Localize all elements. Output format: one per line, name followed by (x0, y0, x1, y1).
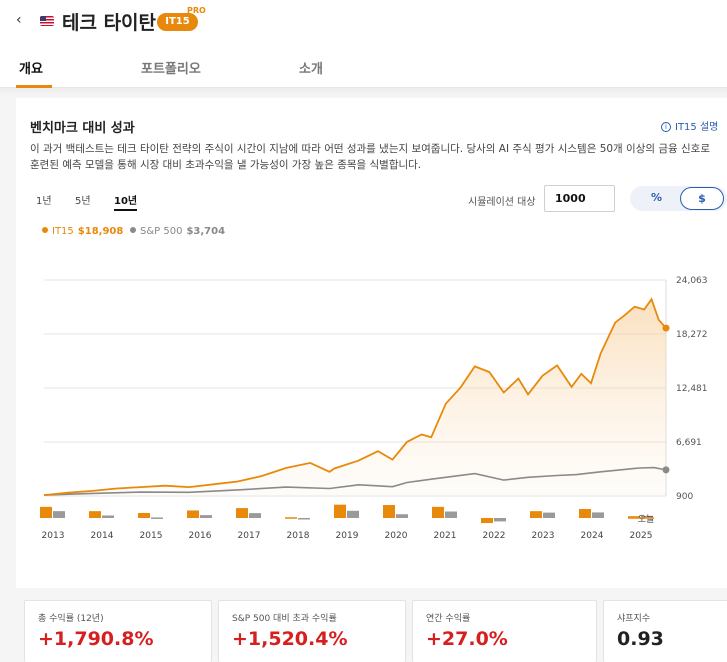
x-axis-label: 2015 (140, 531, 163, 541)
x-axis-label: 2014 (91, 531, 114, 541)
series-end-dot-sp500 (662, 466, 670, 474)
stat-value: +1,520.4% (232, 628, 348, 650)
annual-bar-it15 (530, 511, 542, 518)
annual-bar-it15 (40, 506, 52, 518)
legend-value: $18,908 (77, 226, 124, 237)
x-axis-label: 2019 (336, 531, 359, 541)
simulation-label: 시뮬레이션 대상 (468, 197, 536, 208)
stat-value: +27.0% (426, 628, 508, 650)
period-1y[interactable]: 1년 (36, 196, 52, 207)
app-header: ‹ 테크 타이탄 IT15 PRO (0, 0, 727, 44)
annual-bar-sp500 (151, 517, 163, 519)
annual-bar-it15 (285, 517, 297, 519)
legend-dot (42, 227, 48, 233)
series-line-it15 (43, 297, 667, 496)
y-tick-label: 900 (676, 492, 693, 502)
tab-about[interactable]: 소개 (299, 62, 323, 77)
toggle-percent[interactable]: % (651, 191, 663, 204)
annual-bar-sp500 (445, 511, 457, 518)
x-axis-label: 2023 (532, 531, 555, 541)
annual-bar-it15 (628, 516, 640, 518)
stat-card-annual-return: 연간 수익률 +27.0% (412, 600, 597, 662)
tab-overview[interactable]: 개요 (19, 62, 43, 77)
x-axis-label: 2021 (434, 531, 457, 541)
annual-bar-it15 (138, 512, 150, 518)
annual-bar-it15 (236, 508, 248, 518)
legend-value: $3,704 (186, 226, 226, 237)
section-title: 벤치마크 대비 성과 (30, 121, 135, 136)
performance-chart[interactable]: 24,063 18,272 12,481 6,691 900 2013 2014 2015 20… (0, 270, 727, 550)
period-5y[interactable]: 5년 (75, 196, 91, 207)
stat-card-excess-return: S&P 500 대비 초과 수익률 +1,520.4% (218, 600, 406, 662)
annual-bar-it15 (187, 510, 199, 518)
back-icon[interactable]: ‹ (16, 12, 22, 28)
x-axis-label: 2018 (287, 531, 310, 541)
stat-value: +1,790.8% (38, 628, 154, 650)
active-tab-indicator (16, 85, 52, 88)
x-axis-label: 2024 (581, 531, 604, 541)
x-axis-label: 2016 (189, 531, 212, 541)
annual-bar-sp500 (249, 513, 261, 518)
y-tick-label: 18,272 (676, 330, 708, 340)
annual-bar-sp500 (494, 518, 506, 522)
x-axis-label: 오늘 (638, 514, 655, 525)
y-tick-label: 12,481 (676, 384, 708, 394)
series-end-dot-it15 (662, 324, 670, 332)
annual-bar-it15 (383, 505, 395, 518)
stat-card-total-return: 총 수익률 (12년) +1,790.8% (24, 600, 212, 662)
info-link[interactable]: i IT15 설명 (661, 118, 718, 133)
page-title: 테크 타이탄 (62, 12, 157, 34)
annual-bar-it15 (481, 518, 493, 524)
legend-sp500: S&P 500 $3,704 (130, 226, 225, 237)
x-axis-label: 2025 (630, 531, 653, 541)
section-description: 이 과거 백테스트는 테크 타이탄 전략의 주식이 시간이 지남에 따라 어떤 … (30, 143, 711, 171)
legend-name: S&P 500 (140, 226, 183, 237)
stat-label: 샤프지수 (617, 614, 651, 624)
simulation-amount-input[interactable]: 1000 (544, 185, 615, 212)
annual-bar-it15 (579, 509, 591, 518)
pro-label: PRO (187, 6, 206, 15)
stat-card-sharpe: 샤프지수 0.93 (603, 600, 727, 662)
stat-value: 0.93 (617, 628, 664, 650)
x-axis-label: 2022 (483, 531, 506, 541)
y-tick-label: 24,063 (676, 276, 708, 286)
annual-bar-sp500 (396, 514, 408, 518)
annual-bar-sp500 (543, 512, 555, 518)
annual-bar-it15 (334, 504, 346, 518)
header-shadow (0, 88, 727, 98)
y-tick-label: 6,691 (676, 438, 702, 448)
x-axis-label: 2017 (238, 531, 261, 541)
period-10y[interactable]: 10년 (114, 192, 138, 211)
strategy-badge: IT15 (157, 13, 198, 31)
annual-bar-it15 (89, 511, 101, 518)
tab-portfolio[interactable]: 포트폴리오 (141, 62, 201, 77)
us-flag-icon (40, 16, 54, 26)
toggle-dollar[interactable]: $ (680, 187, 724, 210)
legend-it15: IT15 $18,908 (42, 226, 123, 237)
legend-dot (130, 227, 136, 233)
annual-bar-sp500 (53, 511, 65, 518)
annual-bar-sp500 (592, 512, 604, 518)
annual-bar-it15 (432, 506, 444, 518)
stat-label: 총 수익률 (12년) (38, 614, 104, 624)
annual-bar-sp500 (298, 518, 310, 520)
annual-bar-sp500 (347, 510, 359, 518)
x-axis-label: 2013 (42, 531, 65, 541)
x-axis-label: 2020 (385, 531, 408, 541)
tab-bar: 개요 포트폴리오 소개 (0, 44, 727, 88)
series-line-sp500 (43, 466, 667, 496)
stat-label: 연간 수익률 (426, 614, 471, 624)
annual-bar-sp500 (102, 515, 114, 518)
annual-bar-sp500 (200, 515, 212, 518)
info-link-label: IT15 설명 (675, 122, 719, 133)
info-icon: i (661, 122, 671, 132)
series-area-it15 (44, 299, 666, 496)
annual-bar-sp500 (641, 515, 653, 518)
stat-label: S&P 500 대비 초과 수익률 (232, 614, 337, 624)
legend-name: IT15 (52, 226, 74, 237)
